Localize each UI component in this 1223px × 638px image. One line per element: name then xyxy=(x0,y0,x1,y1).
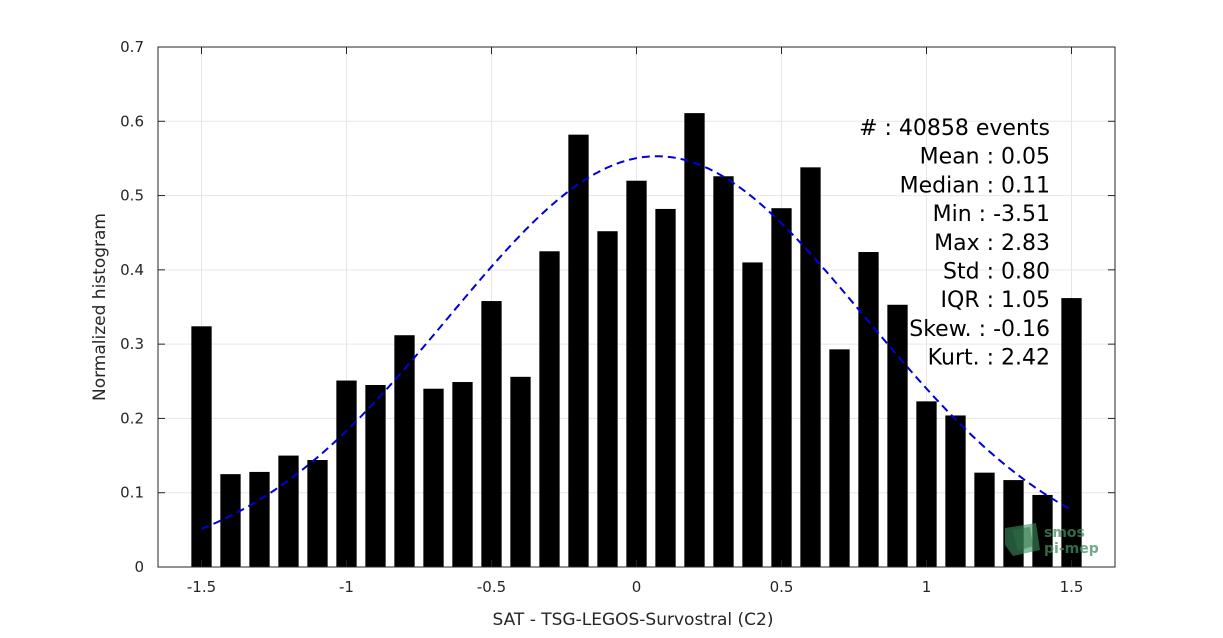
stats-line: Median : 0.11 xyxy=(900,173,1050,198)
stats-line: # : 40858 events xyxy=(859,116,1050,141)
histogram-bar xyxy=(307,460,328,567)
histogram-bar xyxy=(249,471,270,567)
histogram-bar xyxy=(365,385,386,567)
y-tick-label: 0.3 xyxy=(120,335,144,353)
stats-line: Mean : 0.05 xyxy=(920,145,1050,170)
stats-line: Std : 0.80 xyxy=(943,260,1050,285)
y-tick-label: 0.7 xyxy=(120,38,144,56)
histogram-bar xyxy=(974,472,995,567)
logo-line2: pi-mep xyxy=(1044,541,1099,557)
histogram-bar xyxy=(336,380,357,567)
histogram-bar xyxy=(800,167,821,568)
y-tick-label: 0 xyxy=(134,558,144,576)
histogram-bar xyxy=(423,388,444,567)
y-axis-ticks: 0 0.1 0.2 0.3 0.4 0.5 0.6 0.7 xyxy=(120,38,1115,576)
histogram-bar xyxy=(684,113,705,567)
stats-line: Skew. : -0.16 xyxy=(909,317,1050,342)
histogram-bars xyxy=(191,113,1082,568)
y-tick-label: 0.5 xyxy=(120,187,144,205)
histogram-bar xyxy=(597,231,618,567)
histogram-bar xyxy=(829,349,850,567)
histogram-bar xyxy=(220,474,241,567)
x-tick-label: -1 xyxy=(339,578,354,596)
y-tick-label: 0.2 xyxy=(120,409,144,427)
histogram-bar xyxy=(510,376,531,567)
x-tick-label: 1 xyxy=(922,578,932,596)
x-axis-ticks: -1.5 -1 -0.5 0 0.5 1 1.5 xyxy=(187,47,1084,596)
y-tick-label: 0.4 xyxy=(120,261,144,279)
histogram-bar xyxy=(626,180,647,567)
stats-line: Min : -3.51 xyxy=(933,202,1050,227)
y-tick-label: 0.6 xyxy=(120,112,144,130)
x-tick-label: 1.5 xyxy=(1060,578,1084,596)
y-axis-label: Normalized histogram xyxy=(90,213,110,401)
histogram-bar xyxy=(191,326,212,567)
y-tick-label: 0.1 xyxy=(120,484,144,502)
fit-curve xyxy=(201,155,1072,530)
histogram-bar xyxy=(568,134,589,567)
smos-pimep-logo: smos pi-mep xyxy=(1005,523,1099,557)
x-tick-label: 0.5 xyxy=(770,578,794,596)
histogram-bar xyxy=(539,251,560,568)
x-tick-label: -0.5 xyxy=(477,578,506,596)
histogram-bar xyxy=(945,415,966,567)
stats-line: IQR : 1.05 xyxy=(941,288,1050,313)
x-axis-label: SAT - TSG-LEGOS-Survostral (C2) xyxy=(493,610,774,630)
histogram-bar xyxy=(278,455,299,567)
histogram-bar xyxy=(481,301,502,567)
logo-line1: smos xyxy=(1044,525,1085,541)
histogram-bar xyxy=(858,252,879,567)
statistics-box: # : 40858 events Mean : 0.05 Median : 0.11… xyxy=(859,116,1050,371)
histogram-bar xyxy=(916,401,937,567)
histogram-bar xyxy=(655,208,676,567)
x-tick-label: 0 xyxy=(632,578,642,596)
stats-line: Kurt. : 2.42 xyxy=(928,346,1050,371)
stats-line: Max : 2.83 xyxy=(934,231,1050,256)
histogram-bar xyxy=(713,176,734,567)
histogram-bar xyxy=(394,335,415,567)
histogram-bar xyxy=(452,382,473,567)
histogram-bar xyxy=(1061,298,1082,567)
histogram-bar xyxy=(771,208,792,567)
histogram-bar xyxy=(742,262,763,567)
histogram-bar xyxy=(887,304,908,567)
logo-mark-facet-icon xyxy=(1012,527,1033,551)
x-tick-label: -1.5 xyxy=(187,578,216,596)
